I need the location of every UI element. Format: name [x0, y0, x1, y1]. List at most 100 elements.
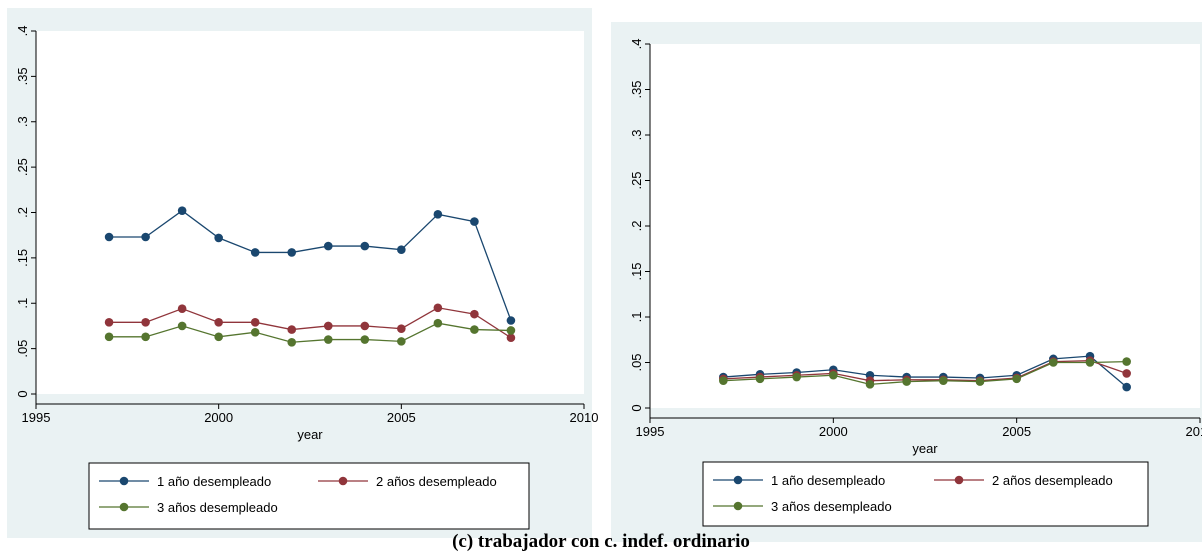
data-point: [470, 309, 479, 319]
y-tick-label: .25: [15, 158, 30, 176]
chart-panel-right: 0 .05 .1 .15 .2 .25 .3 .35 .4 1995 2000 2005 2010 yea…: [611, 22, 1202, 542]
data-point: [214, 332, 223, 342]
data-point: [177, 304, 187, 313]
legend-label: 3 años desempleado: [771, 499, 892, 514]
legend-box: [702, 461, 1149, 527]
x-tick-label: 2010: [570, 410, 599, 425]
y-tick-label: .15: [15, 249, 30, 267]
data-point: [250, 327, 260, 337]
data-point: [755, 374, 765, 384]
legend-swatch-marker: [954, 475, 964, 485]
legend-swatch-marker: [338, 476, 348, 486]
data-point: [287, 248, 297, 257]
data-point: [939, 376, 948, 386]
y-tick-label: 0: [15, 390, 30, 397]
data-point: [141, 318, 150, 327]
legend-label: 1 año desempleado: [157, 474, 271, 489]
series-line: [109, 209, 512, 321]
data-point: [360, 241, 370, 251]
legend-swatch-marker: [119, 476, 129, 486]
y-tick-label: .3: [629, 130, 644, 141]
data-point: [470, 325, 479, 334]
data-point: [902, 377, 911, 386]
y-tick-label: .1: [629, 312, 644, 323]
y-tick-label: .35: [15, 67, 30, 85]
data-point: [177, 206, 187, 215]
y-tick-label: .05: [629, 353, 644, 371]
y-tick-label: 0: [629, 404, 644, 411]
x-axis-title: year: [912, 441, 938, 456]
x-tick-label: 1995: [636, 424, 665, 439]
x-tick-label: 2005: [387, 410, 416, 425]
x-axis-title: year: [297, 427, 323, 442]
data-point: [323, 335, 333, 344]
data-point: [104, 332, 114, 342]
data-point: [397, 245, 406, 255]
line-chart-left: 0 .05 .1 .15 .2 .25 .3 .35 .4 1995 2000 2005 2010 yea…: [15, 26, 598, 530]
data-point: [141, 232, 150, 242]
data-point: [865, 380, 875, 389]
data-point: [433, 303, 443, 313]
y-tick-label: .2: [15, 207, 30, 218]
legend-swatch-marker: [119, 502, 129, 512]
data-point: [792, 372, 801, 382]
y-tick-label: .4: [629, 39, 644, 50]
data-point: [141, 332, 150, 342]
data-point: [433, 210, 443, 219]
data-point: [506, 333, 516, 343]
data-point: [975, 377, 985, 386]
legend-swatch-marker: [733, 475, 743, 485]
x-tick-label: 2000: [204, 410, 233, 425]
data-point: [433, 318, 443, 328]
legend-label: 3 años desempleado: [157, 500, 278, 515]
data-point: [104, 232, 114, 242]
legend-swatch-marker: [733, 501, 743, 511]
y-tick-label: .05: [15, 340, 30, 358]
data-point: [1085, 358, 1095, 367]
y-tick-label: .25: [629, 171, 644, 189]
y-tick-label: .4: [15, 26, 30, 37]
y-tick-label: .35: [629, 80, 644, 98]
data-point: [323, 241, 333, 251]
chart-panel-left: 0 .05 .1 .15 .2 .25 .3 .35 .4 1995 2000 2005 2010 yea…: [7, 8, 598, 538]
data-point: [397, 324, 406, 333]
y-tick-label: .2: [629, 221, 644, 232]
y-tick-label: .3: [15, 116, 30, 127]
data-point: [1122, 369, 1131, 378]
data-point: [177, 321, 187, 331]
series-line: [109, 307, 512, 339]
data-point: [470, 217, 479, 226]
data-point: [1122, 382, 1131, 392]
data-point: [506, 326, 516, 335]
data-point: [397, 337, 406, 346]
data-point: [360, 321, 370, 331]
data-point: [250, 318, 260, 327]
series-line: [723, 360, 1127, 385]
data-point: [214, 318, 223, 327]
legend-label: 2 años desempleado: [992, 473, 1113, 488]
plot-area: [650, 44, 1200, 408]
y-tick-label: .15: [629, 262, 644, 280]
data-point: [1012, 374, 1021, 384]
data-point: [323, 321, 333, 331]
x-tick-label: 2005: [1002, 424, 1031, 439]
data-point: [287, 337, 297, 347]
data-point: [506, 316, 516, 325]
x-tick-label: 2010: [1186, 424, 1202, 439]
data-point: [214, 233, 223, 243]
data-point: [719, 376, 728, 386]
series-line: [109, 322, 511, 343]
data-point: [104, 318, 114, 327]
data-point: [250, 248, 260, 257]
data-point: [287, 325, 297, 334]
data-point: [360, 335, 370, 344]
plot-area: [36, 31, 584, 394]
x-tick-label: 2000: [819, 424, 848, 439]
line-chart-right: 0 .05 .1 .15 .2 .25 .3 .35 .4 1995 2000 2005 2010 yea…: [629, 39, 1202, 527]
data-point: [1122, 357, 1131, 366]
legend-label: 2 años desempleado: [376, 474, 497, 489]
figure-caption: (c) trabajador con c. indef. ordinario: [452, 531, 750, 552]
data-point: [1049, 358, 1058, 367]
legend-label: 1 año desempleado: [771, 473, 885, 488]
series-line: [723, 355, 1128, 388]
